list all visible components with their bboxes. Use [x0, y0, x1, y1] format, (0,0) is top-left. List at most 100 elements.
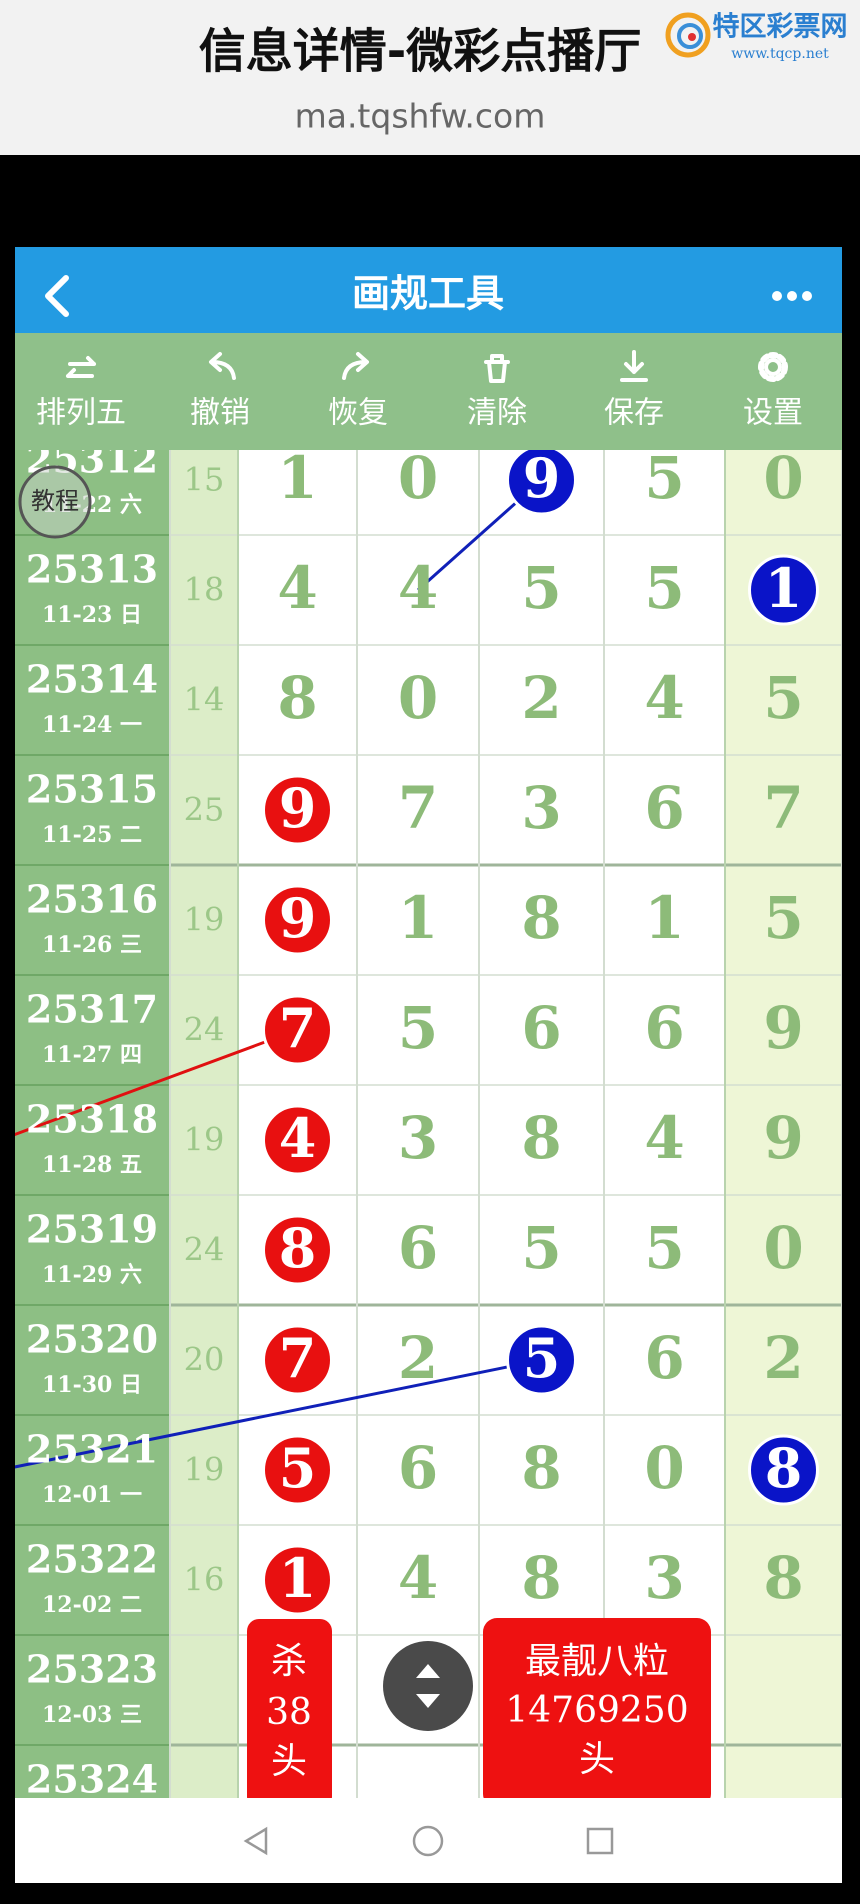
sum: 20: [184, 1341, 225, 1379]
digit: 2: [521, 664, 561, 732]
digit: 3: [644, 1544, 684, 1612]
header-bar: [0, 0, 860, 155]
kill-text: 头: [271, 1741, 307, 1782]
sum: 24: [184, 1011, 225, 1049]
digit: 7: [279, 1326, 317, 1390]
digit: 5: [521, 1214, 561, 1282]
period: 25313: [26, 547, 158, 592]
date: 11-27 四: [42, 1042, 142, 1068]
sum: 25: [184, 791, 225, 829]
highlight-circle: [506, 450, 577, 516]
kill-text: 38: [266, 1692, 312, 1733]
link-line: [15, 1028, 299, 1137]
digit: 6: [521, 994, 561, 1062]
scroll-button[interactable]: [383, 1641, 473, 1731]
nav-title: 画规工具: [352, 272, 504, 316]
sum: 19: [184, 1451, 225, 1489]
digit: 1: [279, 1546, 317, 1610]
highlight-circle: [262, 1324, 333, 1396]
sum: 19: [184, 1121, 225, 1159]
date: 11-24 一: [42, 712, 142, 738]
pick-panel: [483, 1618, 711, 1808]
highlight-circle: [262, 994, 333, 1066]
toolbar-label[interactable]: 排列五: [36, 396, 126, 431]
digit: 9: [523, 446, 561, 510]
digit: 5: [644, 444, 684, 512]
sum: 24: [184, 1231, 225, 1269]
digit: 8: [521, 1434, 561, 1502]
period: 25314: [26, 657, 158, 702]
digit: 2: [763, 1324, 803, 1392]
digit: 5: [763, 884, 803, 952]
digit: 8: [765, 1436, 803, 1500]
highlight-circle: [262, 1104, 333, 1176]
toolbar-label[interactable]: 恢复: [328, 396, 388, 431]
digit: 0: [398, 664, 438, 732]
logo-url: www.tqcp.net: [731, 46, 829, 62]
last-column: [725, 450, 842, 1798]
highlight-circle: [262, 774, 333, 846]
period: 25321: [26, 1427, 158, 1472]
digit: 0: [644, 1434, 684, 1502]
digit: 6: [644, 994, 684, 1062]
link-line: [15, 1358, 542, 1469]
pick-text: 头: [579, 1739, 615, 1780]
highlight-circle: [262, 1544, 333, 1616]
period: 25323: [26, 1647, 158, 1692]
date: 11-30 日: [42, 1372, 142, 1398]
toolbar: [15, 333, 842, 450]
digit: 8: [521, 1104, 561, 1172]
back-key[interactable]: [243, 1826, 268, 1856]
digit: 4: [398, 1544, 438, 1612]
date: 11-25 二: [42, 822, 142, 848]
back-button[interactable]: [45, 275, 69, 317]
digit: 8: [521, 1544, 561, 1612]
highlight-circle: [262, 884, 333, 956]
date: 11-28 五: [42, 1152, 142, 1178]
page-url: ma.tqshfw.com: [295, 97, 546, 136]
digit: 5: [279, 1436, 317, 1500]
digit: 3: [521, 774, 561, 842]
highlight-circle: [262, 1434, 333, 1506]
digit: 1: [644, 884, 684, 952]
digit: 5: [398, 994, 438, 1062]
digit: 7: [279, 996, 317, 1060]
period: 25317: [26, 987, 158, 1032]
home-key[interactable]: [412, 1825, 444, 1857]
date: 12-03 三: [42, 1702, 142, 1728]
digit: 5: [521, 554, 561, 622]
toolbar-label[interactable]: 保存: [604, 396, 664, 431]
digit: 6: [398, 1214, 438, 1282]
toolbar-label[interactable]: 清除: [467, 396, 527, 431]
digit: 9: [763, 994, 803, 1062]
scroll-icon: [416, 1664, 440, 1708]
sum-column: [170, 450, 238, 1798]
digit: 7: [763, 774, 803, 842]
toolbar-label[interactable]: 设置: [743, 396, 803, 431]
date: 12-02 二: [42, 1592, 142, 1618]
period: 25319: [26, 1207, 158, 1252]
digit: 2: [398, 1324, 438, 1392]
kill-panel: [247, 1619, 332, 1809]
digit: 8: [277, 664, 317, 732]
date: 11-23 日: [42, 602, 142, 628]
tutorial-badge[interactable]: 教程: [18, 465, 92, 539]
toolbar-label[interactable]: 撤销: [190, 396, 250, 431]
page-title: 信息详情-微彩点播厅: [199, 25, 642, 80]
period: 25320: [26, 1317, 158, 1362]
sum: 18: [184, 571, 225, 609]
period: 25322: [26, 1537, 158, 1582]
digit: 1: [277, 444, 317, 512]
digit: 9: [763, 1104, 803, 1172]
digit: 1: [765, 556, 803, 620]
more-button[interactable]: [772, 291, 812, 301]
recent-key[interactable]: [586, 1827, 614, 1855]
digit: 8: [521, 884, 561, 952]
toolbar-icons: [66, 350, 788, 383]
period: 25318: [26, 1097, 158, 1142]
digit: 3: [398, 1104, 438, 1172]
date: 12-01 一: [42, 1482, 142, 1508]
highlight-circle: [262, 1214, 333, 1286]
